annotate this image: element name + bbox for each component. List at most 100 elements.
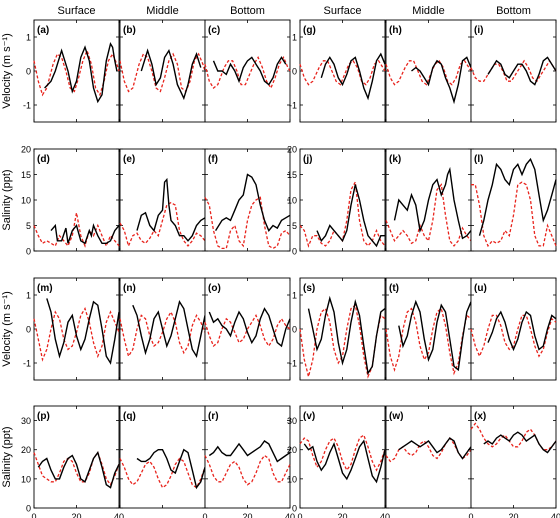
panel-frame bbox=[299, 19, 386, 123]
panel-a: -1 0 1 (a) bbox=[23, 19, 120, 123]
panel-frame bbox=[33, 405, 120, 509]
observed-series-line bbox=[208, 307, 291, 348]
panel-n: (n) bbox=[119, 277, 206, 381]
panel-j: 0 5 10 15 20 (j) bbox=[287, 145, 386, 257]
panel-letter: (d) bbox=[37, 154, 50, 165]
model-series-line bbox=[204, 313, 291, 348]
panel-o: (o) bbox=[204, 277, 291, 381]
panel-h: (h) bbox=[385, 19, 472, 123]
y-tick-label: 20 bbox=[21, 145, 31, 155]
y-tick-label: 1 bbox=[292, 291, 297, 301]
model-series-line bbox=[470, 59, 557, 83]
y-tick-label: 30 bbox=[287, 416, 297, 426]
model-series-line bbox=[204, 454, 291, 486]
panel-letter: (q) bbox=[123, 411, 136, 422]
observed-series-line bbox=[46, 298, 120, 365]
y-tick-label: 10 bbox=[287, 474, 297, 484]
panel-w: (w) bbox=[385, 405, 472, 509]
panel-v: 0 10 20 30 (v) bbox=[287, 405, 386, 514]
model-series-line bbox=[119, 52, 206, 93]
y-tick-label: 20 bbox=[287, 445, 297, 455]
column-header: Middle bbox=[146, 5, 178, 17]
panel-letter: (w) bbox=[389, 411, 403, 422]
panel-frame bbox=[33, 148, 120, 252]
row-ylabels: Velocity (m s⁻¹) Salinity (ppt) Velocity (… bbox=[1, 33, 13, 487]
panel-letter: (v) bbox=[303, 411, 315, 422]
y-tick-label: 0 bbox=[292, 67, 297, 77]
model-series-line bbox=[299, 59, 386, 86]
x-tick-label: 0 bbox=[468, 512, 473, 518]
panel-l: (l) bbox=[470, 148, 557, 252]
panel-e: (e) bbox=[119, 148, 206, 252]
observed-series-line bbox=[307, 295, 386, 376]
y-tick-label: 15 bbox=[21, 170, 31, 180]
x-tick-label: 20 bbox=[71, 512, 81, 518]
model-series-line bbox=[33, 212, 120, 248]
panel-q: (q) bbox=[119, 405, 206, 509]
observed-series-line bbox=[483, 431, 557, 454]
observed-series-line bbox=[132, 300, 206, 359]
panel-frame bbox=[470, 277, 557, 381]
panel-k: (k) bbox=[385, 148, 472, 252]
panel-g: -1 0 1 (g) bbox=[289, 19, 386, 123]
model-series-line bbox=[385, 183, 472, 247]
panel-letter: (f) bbox=[208, 154, 218, 165]
panel-f: (f) bbox=[204, 148, 291, 252]
y-tick-label: -1 bbox=[289, 101, 297, 111]
panel-letter: (c) bbox=[208, 25, 220, 36]
observed-series-line bbox=[44, 42, 118, 104]
model-series-line bbox=[33, 451, 120, 486]
panel-letter: (a) bbox=[37, 25, 49, 36]
observed-series-line bbox=[215, 173, 291, 232]
panel-frame bbox=[299, 148, 386, 252]
y-tick-label: 0 bbox=[26, 325, 31, 335]
model-series-line bbox=[119, 310, 206, 358]
row-ylabel: Velocity (m s⁻¹) bbox=[1, 291, 13, 366]
y-tick-label: 0 bbox=[26, 504, 31, 514]
panel-letter: (e) bbox=[123, 154, 135, 165]
column-headers: Surface Middle Bottom Surface Middle Bottom bbox=[58, 5, 531, 17]
y-tick-label: 1 bbox=[26, 33, 31, 43]
y-tick-label: 1 bbox=[26, 291, 31, 301]
y-tick-label: 20 bbox=[21, 445, 31, 455]
panel-letter: (m) bbox=[37, 283, 53, 294]
x-tick-label: 40 bbox=[551, 512, 560, 518]
x-tick-label: 40 bbox=[380, 512, 390, 518]
column-header: Middle bbox=[412, 5, 444, 17]
x-tick-label: 0 bbox=[31, 512, 36, 518]
panel-letter: (x) bbox=[474, 411, 486, 422]
x-tick-label: 20 bbox=[242, 512, 252, 518]
y-tick-label: 10 bbox=[287, 196, 297, 206]
panel-u: (u) bbox=[470, 277, 557, 381]
panel-d: 0 5 10 15 20 (d) bbox=[21, 145, 120, 257]
row-ylabel: Salinity (ppt) bbox=[1, 169, 13, 230]
model-series-line bbox=[385, 59, 472, 86]
panel-r: (r) bbox=[204, 405, 291, 509]
model-series-line bbox=[204, 196, 291, 250]
model-series-line bbox=[385, 307, 472, 376]
panel-letter: (r) bbox=[208, 411, 219, 422]
panel-letter: (s) bbox=[303, 283, 315, 294]
column-header: Surface bbox=[324, 5, 362, 17]
y-tick-label: 1 bbox=[292, 33, 297, 43]
panel-b: (b) bbox=[119, 19, 206, 123]
panel-letter: (j) bbox=[303, 154, 312, 165]
model-series-line bbox=[385, 437, 472, 463]
panel-frame bbox=[33, 277, 120, 381]
observed-series-line bbox=[398, 437, 472, 460]
observed-series-line bbox=[303, 439, 386, 484]
observed-series-line bbox=[478, 157, 557, 236]
x-tick-label: 40 bbox=[285, 512, 295, 518]
row-ylabel: Velocity (m s⁻¹) bbox=[1, 33, 13, 108]
panel-c: (c) bbox=[204, 19, 291, 123]
model-series-line bbox=[299, 434, 386, 472]
x-tick-label: 0 bbox=[297, 512, 302, 518]
panel-frame bbox=[385, 19, 472, 123]
observed-series-line bbox=[398, 299, 472, 372]
model-series-line bbox=[470, 314, 557, 358]
panel-frame bbox=[385, 405, 472, 509]
panel-letter: (l) bbox=[474, 154, 483, 165]
panel-letter: (o) bbox=[208, 283, 221, 294]
observed-series-line bbox=[316, 184, 385, 248]
